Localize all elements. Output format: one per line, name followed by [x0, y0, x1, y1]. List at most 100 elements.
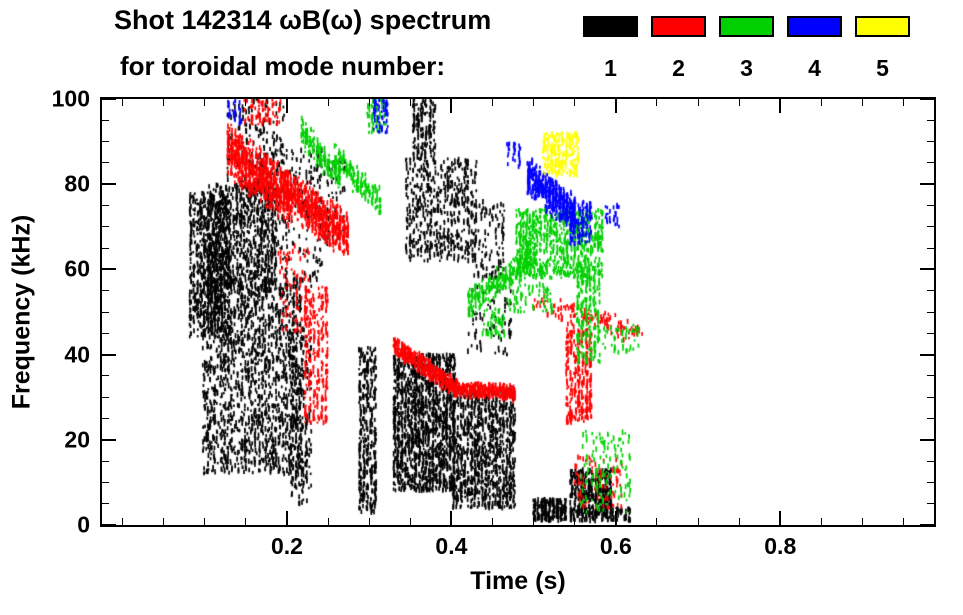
- tick-mark: [533, 99, 535, 106]
- tick-mark: [102, 205, 109, 206]
- tick-mark: [738, 99, 740, 106]
- tick-mark: [245, 99, 247, 106]
- tick-mark: [779, 99, 782, 113]
- tick-mark: [533, 518, 535, 525]
- tick-mark: [927, 162, 934, 164]
- tick-mark: [779, 511, 782, 525]
- legend-swatches: [583, 16, 923, 37]
- tick-mark: [102, 162, 109, 164]
- tick-mark: [409, 99, 411, 106]
- x-tick-label: 0.8: [764, 533, 797, 559]
- chart-title: Shot 142314 ωB(ω) spectrum: [114, 5, 492, 35]
- tick-mark: [927, 119, 934, 121]
- tick-mark: [102, 183, 116, 186]
- tick-mark: [492, 518, 493, 525]
- tick-mark: [927, 311, 934, 313]
- legend-swatch-n5: [855, 16, 910, 37]
- tick-mark: [368, 518, 370, 525]
- tick-mark: [102, 290, 109, 292]
- tick-mark: [820, 99, 822, 106]
- legend-number-1: 1: [604, 55, 617, 81]
- tick-mark: [102, 438, 116, 441]
- legend-swatch-n1: [583, 16, 638, 37]
- tick-mark: [920, 438, 934, 441]
- tick-mark: [102, 98, 116, 100]
- legend-swatch-n3: [719, 16, 774, 37]
- tick-mark: [450, 511, 453, 525]
- tick-mark: [285, 511, 288, 525]
- plot-area: [100, 97, 936, 527]
- tick-mark: [738, 518, 740, 525]
- tick-mark: [102, 460, 109, 462]
- tick-mark: [163, 518, 165, 525]
- y-tick-label: 20: [64, 426, 90, 453]
- tick-mark: [450, 99, 453, 113]
- x-tick-label: 0.6: [599, 533, 632, 559]
- tick-mark: [927, 141, 934, 143]
- tick-mark: [102, 396, 109, 398]
- x-axis-label: Time (s): [470, 567, 566, 595]
- tick-mark: [920, 353, 934, 356]
- tick-mark: [102, 353, 116, 356]
- tick-mark: [102, 119, 109, 121]
- y-tick-label: 60: [64, 255, 90, 282]
- tick-mark: [327, 99, 329, 106]
- tick-mark: [102, 247, 109, 249]
- legend-numbers: 1 2 3 4 5: [583, 55, 923, 82]
- tick-mark: [102, 418, 109, 419]
- spectrogram-canvas: [102, 99, 934, 525]
- tick-mark: [903, 99, 905, 106]
- tick-mark: [122, 99, 124, 106]
- tick-mark: [204, 518, 206, 525]
- tick-mark: [656, 518, 658, 525]
- tick-mark: [245, 518, 247, 525]
- x-tick-label: 0.4: [435, 533, 468, 559]
- tick-mark: [102, 141, 109, 143]
- tick-mark: [927, 418, 934, 419]
- tick-mark: [927, 205, 934, 206]
- tick-mark: [102, 332, 109, 334]
- tick-mark: [920, 268, 934, 271]
- tick-mark: [122, 518, 124, 525]
- tick-mark: [574, 99, 576, 106]
- tick-mark: [102, 524, 116, 526]
- tick-mark: [327, 518, 329, 525]
- tick-mark: [920, 183, 934, 186]
- tick-mark: [920, 524, 934, 526]
- legend-number-3: 3: [740, 55, 753, 81]
- tick-mark: [927, 332, 934, 334]
- tick-mark: [163, 99, 165, 106]
- tick-mark: [102, 375, 109, 377]
- tick-mark: [368, 99, 370, 106]
- tick-mark: [697, 99, 699, 106]
- tick-mark: [204, 99, 206, 106]
- tick-mark: [614, 511, 617, 525]
- tick-mark: [697, 518, 699, 525]
- legend-swatch-n2: [651, 16, 706, 37]
- y-tick-label: 40: [64, 341, 90, 368]
- tick-mark: [927, 503, 934, 505]
- tick-mark: [861, 99, 863, 106]
- tick-mark: [927, 375, 934, 377]
- tick-mark: [903, 518, 905, 525]
- y-axis-label: Frequency (kHz): [7, 214, 36, 410]
- tick-mark: [927, 481, 934, 483]
- y-tick-label: 80: [64, 170, 90, 197]
- tick-mark: [927, 460, 934, 462]
- tick-mark: [927, 396, 934, 398]
- tick-mark: [927, 247, 934, 249]
- tick-mark: [102, 226, 109, 228]
- legend-number-4: 4: [808, 55, 821, 81]
- tick-mark: [492, 99, 493, 106]
- tick-mark: [102, 481, 109, 483]
- tick-mark: [102, 311, 109, 313]
- legend-number-5: 5: [876, 55, 889, 81]
- tick-mark: [285, 99, 288, 113]
- legend-number-2: 2: [672, 55, 685, 81]
- tick-mark: [614, 99, 617, 113]
- tick-mark: [574, 518, 576, 525]
- legend-swatch-n4: [787, 16, 842, 37]
- tick-mark: [409, 518, 411, 525]
- chart-subtitle: for toroidal mode number:: [120, 51, 445, 81]
